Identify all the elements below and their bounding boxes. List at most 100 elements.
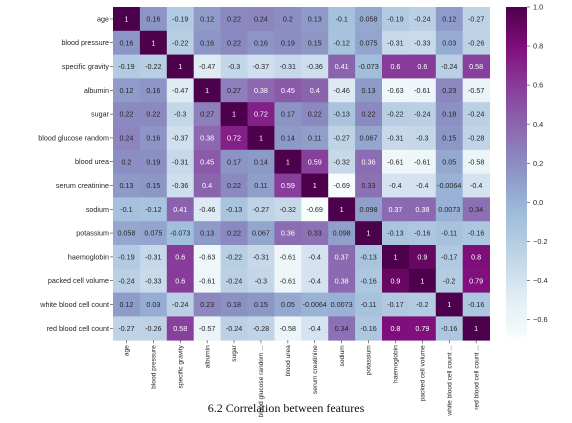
cell-value-label: 0.16	[119, 38, 133, 47]
x-tick-label: sugar	[231, 344, 238, 361]
cell-value-label: 0.12	[119, 86, 133, 95]
cell-value-label: -0.22	[172, 38, 188, 47]
cell-value-label: 0.15	[146, 181, 160, 190]
cell-value-label: -0.26	[468, 38, 484, 47]
heatmap-cell	[193, 102, 221, 127]
cell-value-label: 0.27	[200, 110, 214, 119]
heatmap-cell	[301, 245, 329, 270]
cell-value-label: -0.24	[226, 276, 242, 285]
heatmap-cell	[301, 78, 329, 103]
heatmap-cell	[247, 54, 275, 79]
heatmap-cell	[220, 30, 248, 55]
heatmap-cell	[247, 221, 275, 246]
heatmap-cell	[301, 7, 329, 32]
cell-value-label: 0.11	[308, 134, 321, 143]
heatmap-cell	[462, 268, 490, 293]
x-tick-label: white blood cell count ...	[446, 345, 453, 417]
heatmap-cell	[220, 54, 248, 79]
cell-value-label: 0.18	[442, 110, 456, 119]
heatmap-cell	[247, 197, 275, 222]
y-tick-label: potassium	[76, 229, 109, 238]
cell-value-label: 0.13	[119, 181, 133, 190]
heatmap-cell	[328, 245, 356, 270]
heatmap-cell	[382, 316, 410, 341]
heatmap-cell	[462, 316, 490, 341]
heatmap-cell	[355, 221, 383, 246]
cell-value-label: 0.24	[254, 15, 268, 24]
cell-value-label: 0.33	[362, 181, 376, 190]
cell-value-label: -0.13	[387, 229, 403, 238]
heatmap-cell	[301, 149, 329, 174]
heatmap-cell	[113, 245, 141, 270]
cell-value-label: 0.17	[281, 110, 295, 119]
x-tick-label: blood pressure	[151, 345, 158, 389]
heatmap-cell	[462, 245, 490, 270]
heatmap-cell	[328, 292, 356, 317]
heatmap-cell	[247, 30, 275, 55]
heatmap-cell	[435, 292, 464, 317]
colorbar-gradient	[506, 7, 527, 337]
cell-value-label: -0.17	[441, 253, 457, 262]
cell-value-label: 0.05	[281, 300, 295, 309]
cell-value-label: -0.16	[360, 276, 376, 285]
heatmap-cell	[408, 54, 437, 79]
cell-value-label: 0.45	[281, 86, 295, 95]
heatmap-cell	[139, 173, 168, 198]
colorbar-tick-label: 1.0	[533, 3, 543, 12]
heatmap-cell	[247, 245, 275, 270]
cell-value-label: 0.15	[254, 300, 268, 309]
cell-value-label: -0.16	[441, 324, 457, 333]
x-tick-label: potassium	[366, 345, 373, 376]
cell-value-label: 0.12	[200, 15, 214, 24]
cell-value-label: -0.4	[309, 324, 321, 333]
cell-value-label: -0.28	[468, 134, 484, 143]
cell-value-label: -0.073	[358, 62, 378, 71]
heatmap-cell	[274, 173, 302, 198]
heatmap-cell	[435, 197, 464, 222]
heatmap-cell	[462, 221, 490, 246]
cell-value-label: -0.31	[387, 134, 403, 143]
cell-value-label: 0.23	[200, 300, 214, 309]
heatmap-cell	[462, 197, 490, 222]
heatmap-cell	[355, 102, 383, 127]
cell-value-label: -0.33	[145, 276, 161, 285]
heatmap-cell	[328, 30, 356, 55]
cell-value-label: 0.16	[146, 15, 160, 24]
heatmap-cell	[139, 78, 168, 103]
cell-value-label: -0.16	[468, 300, 484, 309]
heatmap-cell	[274, 102, 302, 127]
heatmap-cell	[462, 292, 490, 317]
heatmap-cell	[220, 102, 248, 127]
cell-value-label: -0.16	[360, 324, 376, 333]
heatmap-cell	[328, 268, 356, 293]
heatmap-cell	[328, 126, 356, 151]
heatmap-cell	[193, 292, 221, 317]
cell-value-label: 0.22	[227, 229, 241, 238]
heatmap-cell	[193, 245, 221, 270]
cell-value-label: -0.31	[145, 253, 161, 262]
cell-value-label: 0.79	[469, 276, 483, 285]
cell-value-label: -0.2	[416, 300, 428, 309]
cell-value-label: -0.63	[199, 253, 215, 262]
x-tick-label: packed cell volume	[420, 345, 427, 401]
heatmap-cell	[193, 221, 221, 246]
heatmap-cell	[220, 173, 248, 198]
heatmap-cell	[355, 268, 383, 293]
heatmap-cell	[328, 54, 356, 79]
heatmap-cell	[139, 149, 168, 174]
heatmap-cell	[408, 102, 437, 127]
cell-value-label: -0.57	[199, 324, 215, 333]
heatmap-cell	[462, 78, 490, 103]
heatmap-cell	[247, 292, 275, 317]
heatmap-cell	[139, 245, 168, 270]
heatmap-cell	[435, 54, 464, 79]
heatmap-cell	[301, 221, 329, 246]
cell-value-label: -0.24	[118, 276, 134, 285]
heatmap-cell	[113, 316, 141, 341]
heatmap-cell	[166, 292, 195, 317]
heatmap-cell	[139, 316, 168, 341]
heatmap-cell	[113, 30, 141, 55]
heatmap-cell	[301, 173, 329, 198]
cell-value-label: -0.61	[280, 253, 296, 262]
cell-value-label: 0.58	[173, 324, 187, 333]
